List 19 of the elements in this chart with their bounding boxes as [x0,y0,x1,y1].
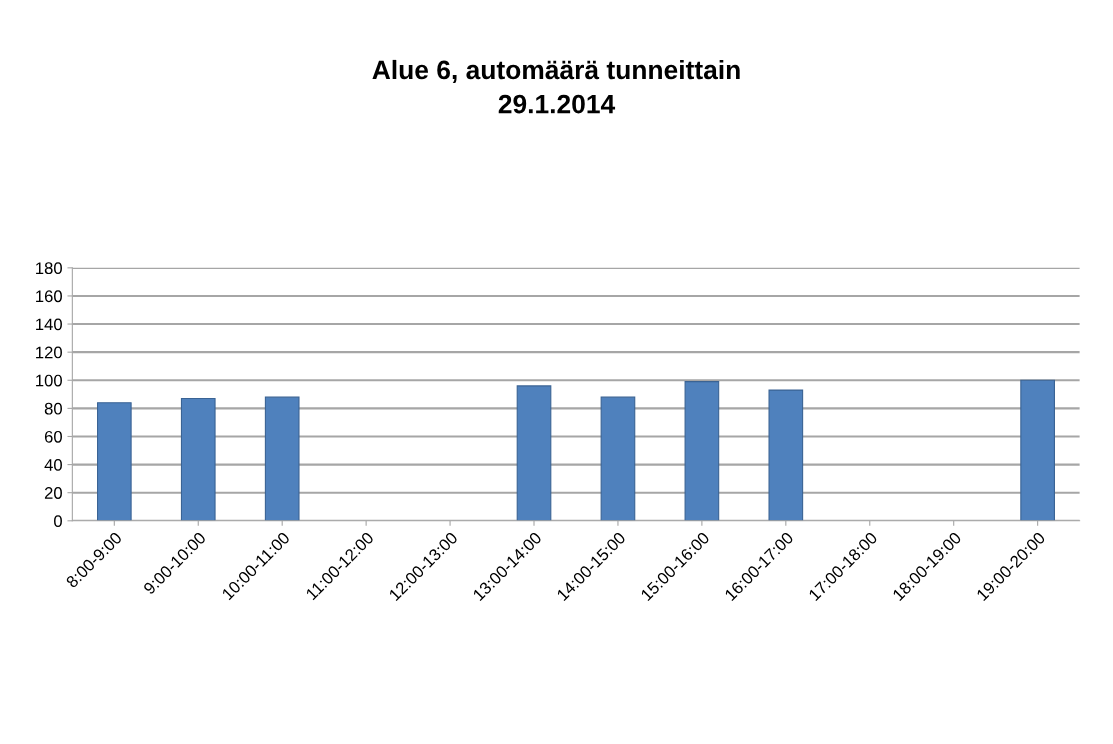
y-tick-label: 120 [36,346,62,359]
bar [180,397,216,521]
bar [516,385,552,521]
bar [768,389,804,521]
bar [684,381,720,521]
y-tick-label: 140 [36,318,62,331]
bar [1020,379,1055,521]
bar [600,396,636,521]
chart-title: Alue 6, automäärä tunneittain 29.1.2014 [372,59,740,114]
bar [96,402,132,521]
y-tick-label: 160 [36,290,62,303]
bar [264,396,300,521]
y-tick-label: 60 [44,430,62,443]
y-tick-label: 100 [36,374,62,387]
y-tick-label: 40 [44,458,62,471]
y-tick-label: 0 [54,515,62,527]
y-tick-label: 80 [44,402,62,415]
y-tick-label: 180 [36,262,62,275]
y-tick-label: 20 [44,487,62,499]
